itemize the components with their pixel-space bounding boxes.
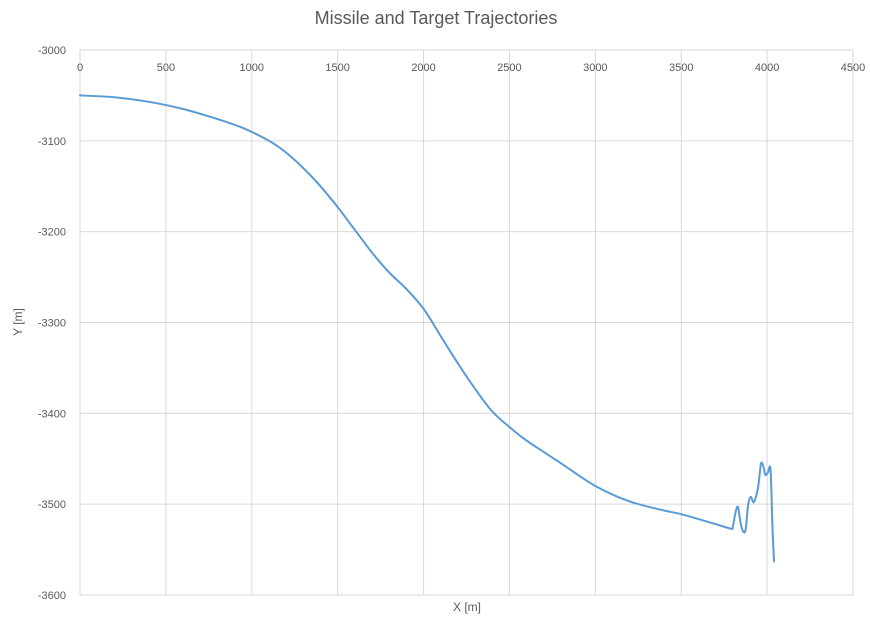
x-tick-label: 4500 — [841, 62, 865, 74]
trajectory-line — [79, 94, 775, 563]
y-tick-label: -3600 — [38, 590, 66, 602]
x-tick-label: 0 — [77, 62, 83, 74]
series-layer — [79, 94, 775, 563]
x-tick-label: 3500 — [669, 62, 693, 74]
x-tick-label: 500 — [157, 62, 175, 74]
y-tick-label: -3100 — [38, 136, 66, 148]
x-tick-label: 3000 — [583, 62, 607, 74]
y-tick-label: -3500 — [38, 499, 66, 511]
y-tick-label: -3000 — [38, 45, 66, 57]
x-axis-tick-labels: 0 500 1000 1500 2000 2500 3000 3500 4000 4500 — [77, 62, 865, 74]
x-tick-label: 1000 — [240, 62, 264, 74]
chart-title: Missile and Target Trajectories — [315, 8, 558, 28]
x-tick-label: 4000 — [755, 62, 779, 74]
y-tick-label: -3300 — [38, 318, 66, 330]
y-axis-label: Y [m] — [11, 308, 25, 336]
x-axis-label: X [m] — [453, 600, 481, 614]
horizontal-gridlines — [80, 49, 853, 596]
y-tick-label: -3400 — [38, 408, 66, 420]
y-tick-label: -3200 — [38, 227, 66, 239]
x-tick-label: 2000 — [411, 62, 435, 74]
x-tick-label: 2500 — [497, 62, 521, 74]
y-axis-tick-labels: -3000 -3100 -3200 -3300 -3400 -3500 -3600 — [38, 45, 66, 602]
x-tick-label: 1500 — [325, 62, 349, 74]
